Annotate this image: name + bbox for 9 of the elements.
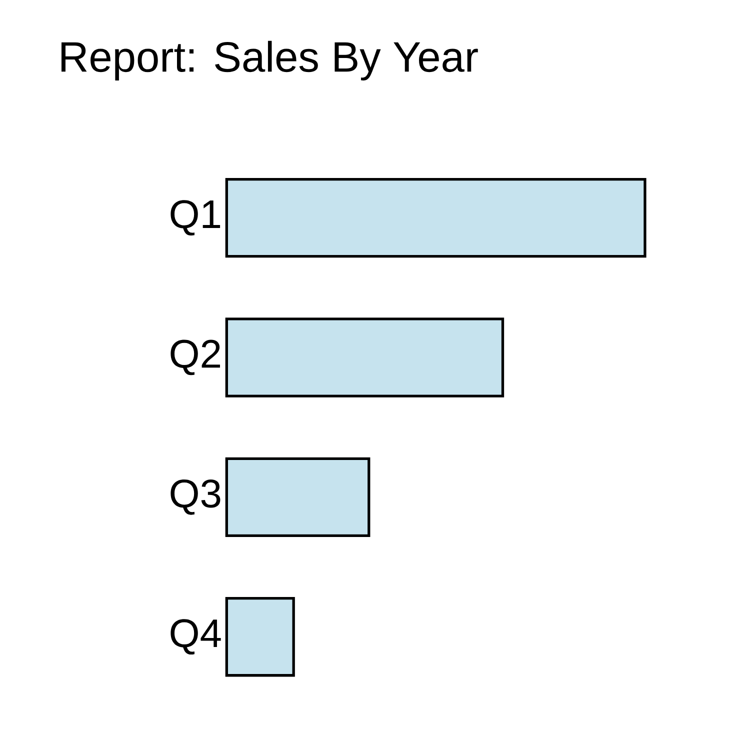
chart-title: Report: Sales By Year [62,40,478,80]
bar [225,178,646,258]
y-tick-label: Q2 [170,340,220,376]
bar [225,597,295,677]
y-tick-label: Q1 [170,200,220,236]
y-tick-label: Q3 [170,479,220,515]
y-tick-label: Q4 [170,619,221,655]
bar [225,457,370,538]
bar [225,318,504,398]
